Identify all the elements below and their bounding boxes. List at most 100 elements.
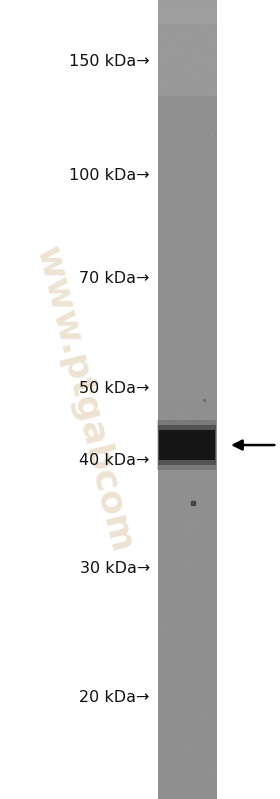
Bar	[158, 425, 216, 465]
Bar	[158, 400, 217, 407]
Bar	[158, 719, 217, 727]
Bar	[158, 144, 217, 152]
Bar	[158, 703, 217, 711]
Bar	[158, 24, 217, 32]
Bar	[158, 280, 217, 288]
Bar	[158, 312, 217, 320]
Bar	[158, 575, 217, 583]
Bar	[158, 687, 217, 695]
Bar	[158, 64, 217, 72]
Bar	[158, 296, 217, 304]
Bar	[158, 0, 217, 8]
Bar	[158, 607, 217, 615]
Bar	[158, 288, 217, 296]
Bar	[158, 120, 217, 128]
Bar	[158, 272, 217, 280]
Bar	[158, 479, 217, 487]
Bar	[158, 543, 217, 551]
Bar	[158, 567, 217, 575]
Bar	[158, 72, 217, 80]
Bar	[158, 80, 217, 88]
Bar	[158, 32, 217, 40]
Bar	[158, 655, 217, 663]
Bar	[159, 430, 215, 460]
Bar	[158, 455, 217, 463]
Bar	[158, 328, 217, 336]
Bar	[158, 240, 217, 248]
Bar	[158, 423, 217, 431]
Bar	[158, 679, 217, 687]
Bar	[158, 376, 217, 384]
Bar	[158, 104, 217, 112]
Text: 100 kDa→: 100 kDa→	[69, 169, 150, 183]
Text: 30 kDa→: 30 kDa→	[80, 562, 150, 576]
Bar	[158, 232, 217, 240]
Bar	[158, 727, 217, 735]
Text: 50 kDa→: 50 kDa→	[80, 381, 150, 396]
Bar	[158, 16, 217, 24]
Bar	[158, 751, 217, 759]
Bar	[158, 631, 217, 639]
Bar	[158, 352, 217, 360]
Bar	[157, 420, 216, 470]
Bar	[158, 184, 217, 192]
Bar	[158, 431, 217, 439]
Bar	[158, 384, 217, 392]
Text: 70 kDa→: 70 kDa→	[80, 271, 150, 285]
Bar	[158, 415, 217, 423]
Bar	[158, 639, 217, 647]
Bar	[158, 735, 217, 743]
Bar	[158, 591, 217, 599]
Bar	[158, 264, 217, 272]
Bar	[158, 0, 217, 799]
Bar	[158, 336, 217, 344]
Bar	[158, 583, 217, 591]
Bar	[158, 615, 217, 623]
Bar	[158, 495, 217, 503]
Bar	[158, 767, 217, 775]
Bar	[158, 248, 217, 256]
Text: 40 kDa→: 40 kDa→	[80, 453, 150, 467]
Bar	[158, 487, 217, 495]
Bar	[158, 176, 217, 184]
Bar	[158, 463, 217, 471]
Bar	[158, 599, 217, 607]
Bar	[158, 695, 217, 703]
Bar	[158, 711, 217, 719]
Bar	[158, 368, 217, 376]
Bar	[158, 160, 217, 168]
Bar	[158, 208, 217, 216]
Bar	[158, 559, 217, 567]
Bar	[158, 439, 217, 447]
Bar	[158, 647, 217, 655]
Bar	[158, 671, 217, 679]
Bar	[158, 791, 217, 799]
Bar	[158, 527, 217, 535]
Text: 150 kDa→: 150 kDa→	[69, 54, 150, 69]
Bar	[158, 48, 217, 56]
Text: www.ptgabcom: www.ptgabcom	[29, 243, 139, 556]
Text: 20 kDa→: 20 kDa→	[80, 690, 150, 705]
Bar	[158, 152, 217, 160]
Bar	[158, 623, 217, 631]
Bar	[158, 88, 217, 96]
Bar	[158, 447, 217, 455]
Bar	[158, 344, 217, 352]
Bar	[158, 40, 217, 48]
Bar	[158, 511, 217, 519]
Bar	[158, 535, 217, 543]
Bar	[158, 96, 217, 104]
Bar	[158, 216, 217, 224]
Bar	[158, 168, 217, 176]
Bar	[158, 320, 217, 328]
Bar	[158, 743, 217, 751]
Bar	[158, 200, 217, 208]
Bar	[158, 759, 217, 767]
Bar	[158, 392, 217, 400]
Bar	[158, 128, 217, 136]
Bar	[158, 407, 217, 415]
Bar	[158, 775, 217, 783]
Bar	[158, 663, 217, 671]
Bar	[158, 519, 217, 527]
Bar	[158, 783, 217, 791]
